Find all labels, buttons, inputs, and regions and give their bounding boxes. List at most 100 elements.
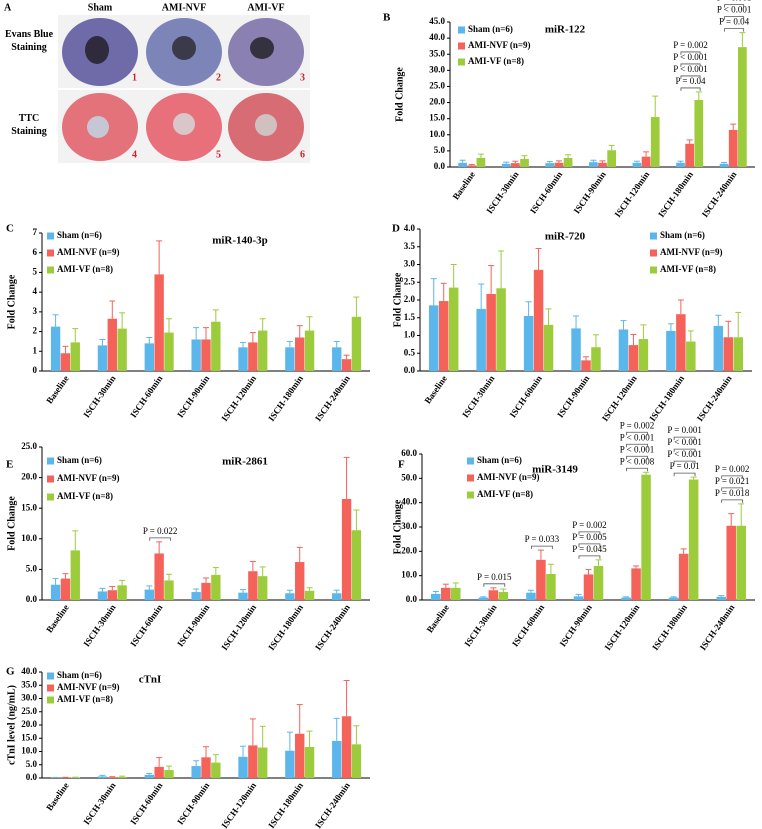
x-tick-label: ISCH-30min <box>81 374 117 420</box>
y-tick-label: 60.0 <box>401 448 417 458</box>
bar <box>593 565 604 600</box>
y-tick-label: 5.0 <box>26 759 38 769</box>
bar <box>716 596 726 600</box>
bar <box>736 525 746 600</box>
legend-swatch <box>467 491 474 499</box>
bar <box>295 562 305 600</box>
bar <box>191 592 201 600</box>
significance-bracket <box>673 436 696 441</box>
y-axis-title: Fold Change <box>6 274 17 329</box>
bar <box>511 163 520 167</box>
legend-swatch <box>47 249 54 257</box>
photo-number: 5 <box>216 149 221 160</box>
bar <box>60 353 71 371</box>
bar <box>97 345 108 371</box>
bar <box>486 293 496 371</box>
y-axis-title: Fold Change <box>392 499 403 554</box>
legend-label: AMI-VF (n=8) <box>660 264 716 274</box>
x-tick-label: ISCH-180min <box>650 603 689 653</box>
panel-letter: A <box>4 2 12 13</box>
bar <box>607 150 617 167</box>
bar <box>733 337 743 371</box>
bar <box>285 347 295 371</box>
significance-bracket <box>721 475 744 479</box>
bar <box>573 596 584 600</box>
p-value: P = 0.022 <box>143 526 178 536</box>
bar <box>478 597 489 600</box>
y-tick-label: 30.0 <box>429 64 445 74</box>
significance-bracket <box>626 431 648 436</box>
x-tick-label: ISCH-180min <box>647 374 686 424</box>
chart-title: cTnI <box>139 674 162 686</box>
photo-number: 6 <box>300 149 305 160</box>
x-tick-label: ISCH-60min <box>128 374 164 420</box>
bar <box>201 339 211 371</box>
bar <box>304 330 315 371</box>
x-tick-label: ISCH-90min <box>558 603 594 649</box>
legend-swatch <box>467 474 474 482</box>
p-value: P < 0.001 <box>620 444 655 454</box>
bar <box>688 479 699 600</box>
bar <box>621 597 631 600</box>
y-tick-label: 0.0 <box>404 365 416 375</box>
x-tick-label: Baseline <box>451 170 478 202</box>
bar <box>248 342 258 371</box>
p-value: P = 0.002 <box>673 40 708 50</box>
bar <box>536 559 546 600</box>
bar <box>520 158 529 167</box>
bar <box>571 328 581 371</box>
bar <box>498 591 509 600</box>
legend-label: AMI-VF (n=8) <box>468 56 524 66</box>
y-tick-label: 15.0 <box>21 502 37 512</box>
bar <box>304 746 315 778</box>
y-tick-label: 1.0 <box>404 330 416 340</box>
significance-bracket <box>724 16 745 20</box>
bar <box>546 573 556 600</box>
bar <box>545 163 555 167</box>
panel-letter: B <box>383 12 391 24</box>
bar <box>666 330 676 371</box>
bar <box>441 587 451 600</box>
significance-bracket <box>673 448 696 453</box>
bar <box>60 578 71 600</box>
significance-bracket <box>724 4 745 8</box>
significance-bracket <box>483 583 506 587</box>
bar <box>438 301 449 371</box>
bar <box>638 339 649 371</box>
y-tick-label: 40.0 <box>21 666 37 676</box>
bar <box>676 314 686 371</box>
chart-title: miR-140-3p <box>212 235 268 247</box>
legend-label: AMI-VF (n=8) <box>57 491 113 501</box>
x-tick-label: ISCH-30min <box>81 603 117 649</box>
x-tick-label: ISCH-60min <box>508 374 544 420</box>
legend-label: Sham (n=6) <box>660 230 705 240</box>
bar <box>341 359 352 371</box>
bar <box>304 590 315 600</box>
bar <box>97 591 108 600</box>
significance-bracket <box>578 543 601 547</box>
panel-letter: D <box>392 223 400 235</box>
y-tick-label: 0.0 <box>434 161 446 171</box>
heart-lumen <box>87 116 109 138</box>
y-tick-label: 6 <box>33 247 38 257</box>
y-tick-label: 25.0 <box>21 706 37 716</box>
bar <box>285 750 295 778</box>
legend-label: AMI-VF (n=8) <box>57 264 113 274</box>
x-tick-label: ISCH-240min <box>313 374 352 424</box>
p-value: P = 0.033 <box>525 534 560 544</box>
bar <box>496 288 506 371</box>
legend-label: AMI-NVF (n=9) <box>468 40 531 50</box>
significance-bracket <box>531 545 553 550</box>
x-tick-label: ISCH-30min <box>462 603 498 649</box>
bar <box>332 593 342 600</box>
y-tick-label: 25.0 <box>21 441 37 451</box>
bar <box>97 776 108 778</box>
bar <box>501 163 511 167</box>
bar <box>523 315 534 371</box>
bar <box>676 162 685 167</box>
y-tick-label: 15.0 <box>429 113 445 123</box>
bar <box>488 590 499 600</box>
